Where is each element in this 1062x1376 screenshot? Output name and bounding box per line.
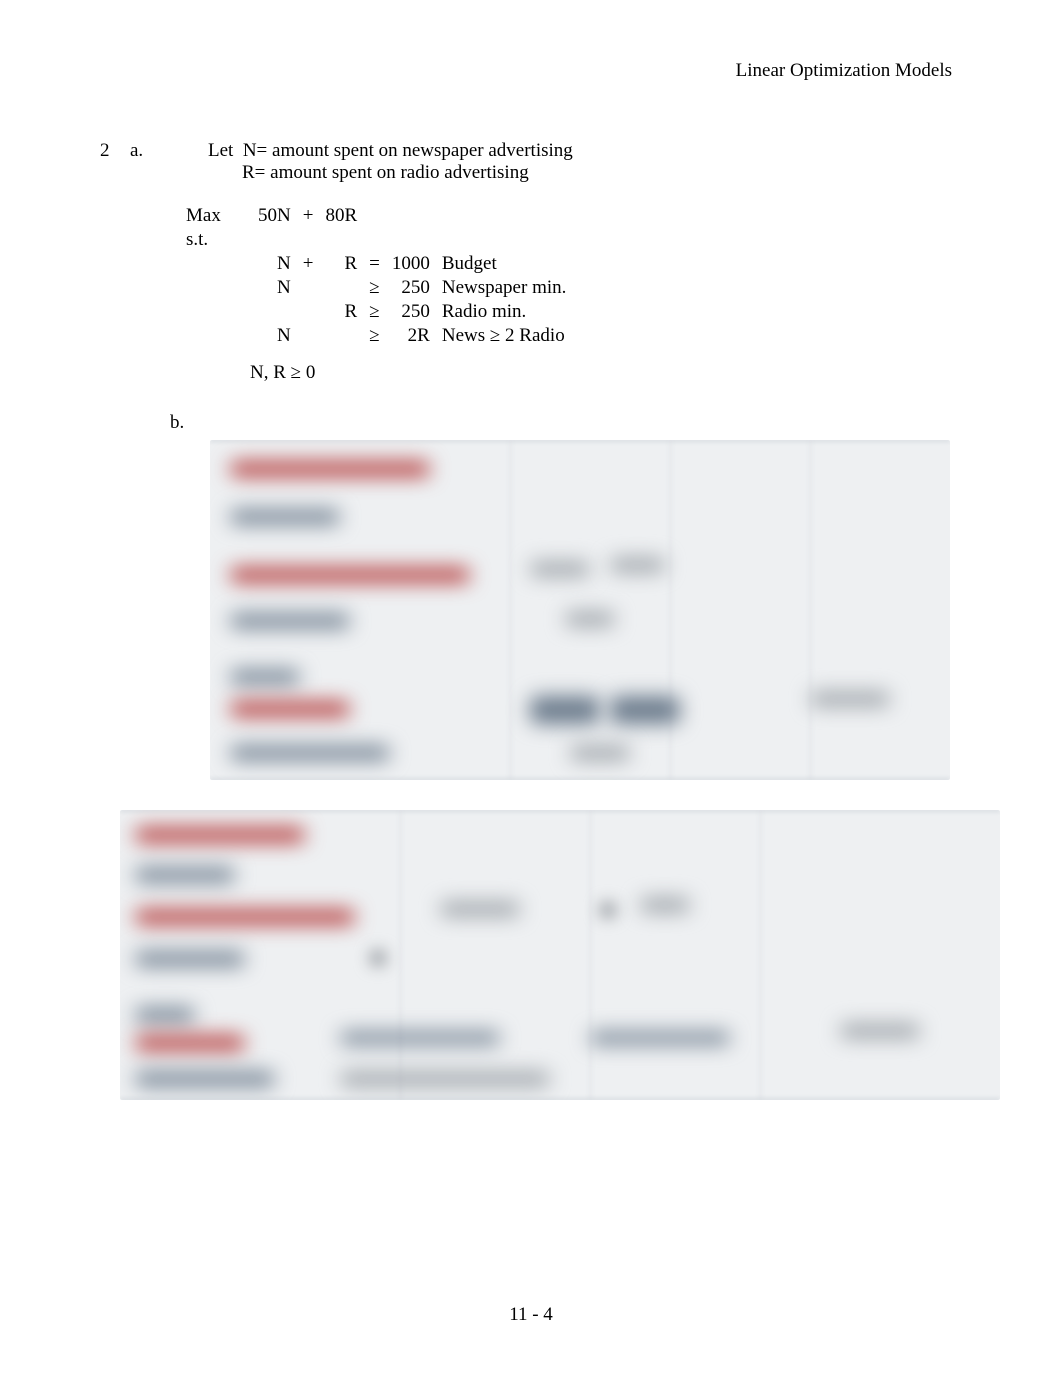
op-ge: ≥: [363, 324, 386, 348]
lp-obj-c2: 80R: [319, 204, 363, 228]
lp-row-radio-min: R ≥ 250 Radio min.: [180, 300, 572, 324]
rhs: 250: [386, 276, 436, 300]
lp-row-budget: N + R = 1000 Budget: [180, 252, 572, 276]
lp-row-news-radio: N ≥ 2R News ≥ 2 Radio: [180, 324, 572, 348]
blurred-screenshot-1: [210, 440, 950, 780]
c2: R: [319, 252, 363, 276]
lp-formulation: Max 50N + 80R s.t. N + R = 1000 Budget: [180, 204, 572, 348]
lp-obj-c1: 50N: [252, 204, 297, 228]
name: Radio min.: [436, 300, 573, 324]
let-word: Let: [208, 140, 233, 161]
name: News ≥ 2 Radio: [436, 324, 573, 348]
op-ge: ≥: [363, 276, 386, 300]
rhs: 1000: [386, 252, 436, 276]
op-plus: +: [297, 252, 320, 276]
part-a-label: a.: [130, 140, 170, 184]
problem-number: 2: [100, 140, 130, 184]
part-b-label: b.: [170, 412, 962, 434]
lp-objective: Max 50N + 80R: [180, 204, 572, 228]
lp-nonneg: N, R ≥ 0: [250, 362, 962, 384]
c1: N: [252, 324, 297, 348]
name: Budget: [436, 252, 573, 276]
lp-max: Max: [180, 204, 252, 228]
op-eq: =: [363, 252, 386, 276]
page-number: 11 - 4: [0, 1304, 1062, 1326]
def-r: R= amount spent on radio advertising: [242, 162, 529, 183]
blurred-screenshot-2: [120, 810, 1000, 1100]
c2: R: [319, 300, 363, 324]
rhs: 2R: [386, 324, 436, 348]
page: Linear Optimization Models 2 a. Let N= a…: [0, 0, 1062, 1376]
page-title: Linear Optimization Models: [736, 60, 952, 82]
op-ge: ≥: [363, 300, 386, 324]
def-n: N= amount spent on newspaper advertising: [243, 140, 573, 161]
name: Newspaper min.: [436, 276, 573, 300]
lp-st: s.t.: [180, 228, 252, 252]
rhs: 250: [386, 300, 436, 324]
lp-row-newspaper-min: N ≥ 250 Newspaper min.: [180, 276, 572, 300]
c1: N: [252, 276, 297, 300]
problem-2: 2 a. Let N= amount spent on newspaper ad…: [100, 140, 962, 1100]
lp-obj-plus: +: [297, 204, 320, 228]
c1: N: [252, 252, 297, 276]
